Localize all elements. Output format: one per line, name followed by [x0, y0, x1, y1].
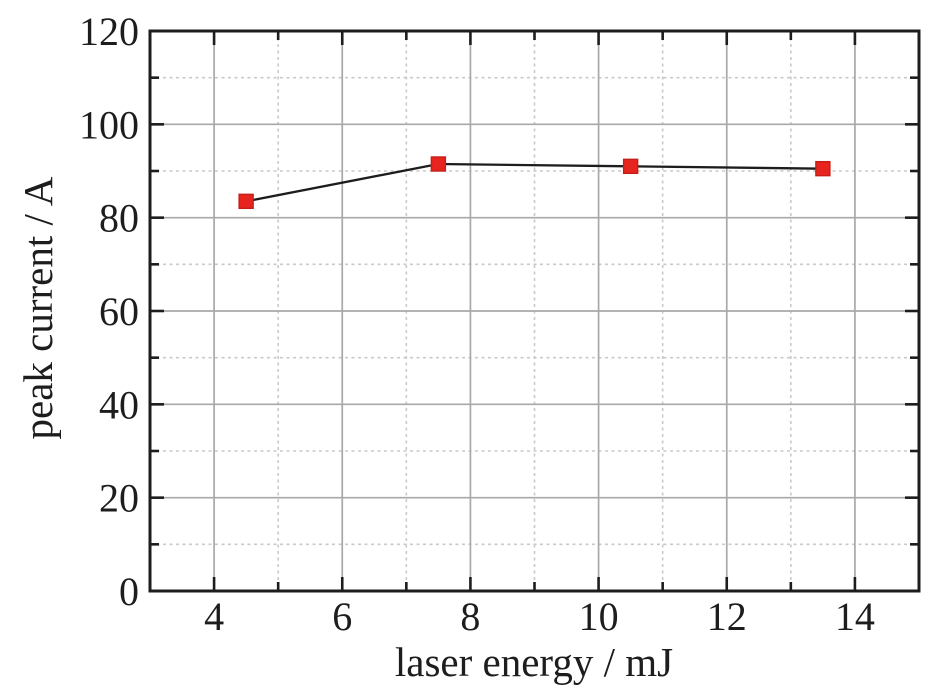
data-point-marker — [238, 193, 254, 210]
y-tick-label: 120 — [79, 9, 139, 54]
y-tick-label: 100 — [79, 102, 139, 147]
x-tick-label: 14 — [835, 594, 875, 639]
x-tick-label: 6 — [332, 594, 352, 639]
y-tick-label: 80 — [99, 196, 139, 241]
y-axis-label: peak current / A — [15, 176, 61, 439]
series-line — [245, 162, 823, 203]
y-tick-label: 40 — [99, 382, 139, 427]
data-point-marker — [815, 160, 831, 177]
y-tick-label: 20 — [99, 476, 139, 521]
y-tick-label: 60 — [99, 289, 139, 334]
x-tick-label: 10 — [579, 594, 619, 639]
data-point-marker — [622, 158, 639, 175]
data-point-marker — [430, 156, 447, 172]
chart-render-root: 4 6 8 10 12 14 0 20 40 60 80 100 120 — [79, 9, 921, 639]
x-tick-label: 4 — [204, 594, 224, 639]
x-axis-label: laser energy / mJ — [395, 639, 673, 685]
x-tick-label: 12 — [707, 594, 747, 639]
y-tick-label: 0 — [119, 569, 139, 614]
x-tick-label: 8 — [460, 594, 480, 639]
